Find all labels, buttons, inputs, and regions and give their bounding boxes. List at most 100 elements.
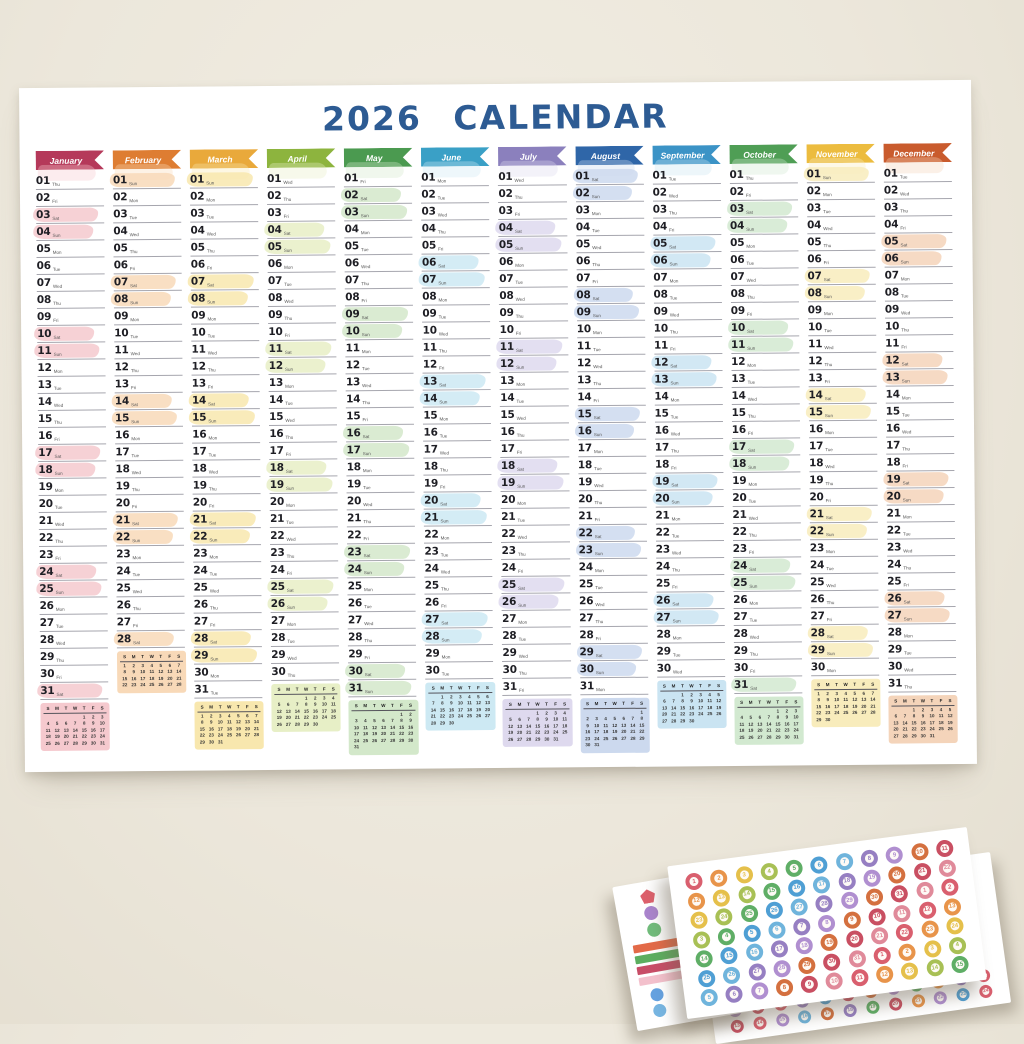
day-row: 24 Thu xyxy=(655,558,725,576)
day-number: 31 xyxy=(502,680,518,693)
day-number: 03 xyxy=(113,208,128,221)
day-number: 28 xyxy=(193,632,209,645)
day-number: 03 xyxy=(344,206,359,219)
mini-weekday-cell: T xyxy=(372,703,376,709)
mini-month-grid: S M T W T F S 1 2 3 4 5 6 7 8 9 10 11 12 13 14 15 16 17 18 19 20 21… xyxy=(502,698,573,747)
day-row: 13 Tue xyxy=(731,370,800,388)
weekday-abbr: Fri xyxy=(439,365,445,371)
weekday-abbr: Wed xyxy=(286,536,296,542)
mini-day-cell: 27 xyxy=(662,718,668,724)
day-row: 07 Thu xyxy=(344,271,414,290)
weekday-abbr: Sun xyxy=(825,532,834,538)
number-sticker: 20 xyxy=(845,929,865,949)
day-number: 17 xyxy=(346,444,361,457)
day-row: 12 Mon xyxy=(37,359,106,378)
weekday-abbr: Sun xyxy=(441,637,450,643)
mini-weekday-cell: T xyxy=(699,683,702,689)
day-number: 10 xyxy=(422,324,437,337)
mini-weekday-cell: F xyxy=(554,701,557,707)
day-number: 19 xyxy=(809,474,824,487)
day-number: 26 xyxy=(116,599,131,612)
wall-calendar-poster: 2026 CALENDAR January 01 Thu 02 Fri 03 Sat 04 Su… xyxy=(19,79,977,773)
weekday-abbr: Wed xyxy=(206,231,216,237)
day-number: 02 xyxy=(344,189,359,202)
day-row: 05 Thu xyxy=(807,233,876,252)
day-number: 19 xyxy=(500,476,516,489)
day-row: 26 Mon xyxy=(39,597,108,616)
weekday-abbr: Sat xyxy=(440,501,448,507)
day-number: 20 xyxy=(501,493,516,506)
day-row: 09 Sun xyxy=(573,303,645,322)
day-row: 07 Sat xyxy=(804,267,876,286)
weekday-abbr: Fri xyxy=(902,463,908,469)
day-number: 21 xyxy=(501,510,516,523)
weekday-abbr: Wed xyxy=(903,548,913,554)
day-number: 12 xyxy=(885,354,900,367)
mini-day-cell: 30 xyxy=(449,719,455,725)
day-number: 05 xyxy=(575,238,591,251)
day-row: 21 Mon xyxy=(886,505,955,523)
mini-day-cell: 28 xyxy=(294,721,300,727)
day-number: 26 xyxy=(579,595,594,608)
day-number: 02 xyxy=(652,186,667,199)
weekday-abbr: Sun xyxy=(826,651,836,657)
weekday-abbr: Thu xyxy=(825,481,834,487)
weekday-abbr: Sun xyxy=(669,261,678,267)
day-number: 07 xyxy=(730,270,745,283)
mini-weekday-cell: W xyxy=(381,702,386,709)
day-row: 19 Thu xyxy=(809,471,878,490)
day-row: 31 Mon xyxy=(579,677,648,696)
day-number: 20 xyxy=(809,491,824,504)
weekday-abbr: Mon xyxy=(826,549,835,555)
weekday-abbr: Fri xyxy=(749,549,755,555)
day-number: 18 xyxy=(886,456,901,469)
day-row: 21 Sat xyxy=(112,511,185,530)
day-row: 30 Sat xyxy=(345,662,417,681)
weekday-abbr: Mon xyxy=(748,481,758,487)
day-row: 20 Tue xyxy=(38,495,107,514)
number-sticker: 13 xyxy=(729,1019,745,1034)
day-number: 03 xyxy=(267,206,282,220)
weekday-abbr: Mon xyxy=(286,502,295,508)
day-number: 10 xyxy=(730,321,746,334)
day-number: 26 xyxy=(810,593,825,606)
day-number: 26 xyxy=(887,592,902,605)
day-number: 02 xyxy=(729,185,744,198)
day-number: 22 xyxy=(38,531,54,545)
day-row: 25 Fri xyxy=(887,573,956,591)
day-row: 25 Wed xyxy=(193,579,262,597)
weekday-abbr: Fri xyxy=(362,417,368,423)
day-number: 09 xyxy=(884,303,900,316)
day-number: 05 xyxy=(267,240,282,254)
mini-day-cell: 31 xyxy=(553,735,559,742)
day-number: 02 xyxy=(35,191,51,205)
day-number: 22 xyxy=(501,527,516,540)
mini-weekday-cell: F xyxy=(631,700,635,706)
day-row: 25 Sat xyxy=(498,576,571,594)
day-number: 18 xyxy=(346,461,361,474)
mini-day-cell: 27 xyxy=(285,721,291,727)
number-sticker: 7 xyxy=(792,916,812,936)
day-row: 16 Thu xyxy=(500,423,569,441)
number-sticker: 21 xyxy=(870,926,890,946)
number-sticker: 6 xyxy=(767,920,787,940)
weekday-abbr: Wed xyxy=(668,193,679,199)
mini-weekday-cell: S xyxy=(948,698,952,704)
day-number: 25 xyxy=(501,578,517,591)
mini-day-cell xyxy=(601,742,610,749)
day-row: 26 Sat xyxy=(653,592,725,610)
day-row: 02 Thu xyxy=(498,185,567,203)
day-row: 25 Wed xyxy=(810,573,879,592)
weekday-abbr: Thu xyxy=(285,434,294,440)
weekday-abbr: Sat xyxy=(594,534,602,540)
number-sticker: 14 xyxy=(752,1015,768,1031)
weekday-abbr: Sun xyxy=(824,413,833,419)
mini-weekday-cell: S xyxy=(662,683,666,689)
day-row: 08 Thu xyxy=(36,291,106,310)
day-number: 16 xyxy=(577,425,592,438)
mini-weekday-cell: T xyxy=(622,700,626,706)
mini-day-cell: 26 xyxy=(508,736,514,742)
weekday-abbr: Tue xyxy=(364,604,372,610)
weekday-abbr: Sun xyxy=(901,378,910,384)
day-row: 03 Tue xyxy=(113,205,182,224)
